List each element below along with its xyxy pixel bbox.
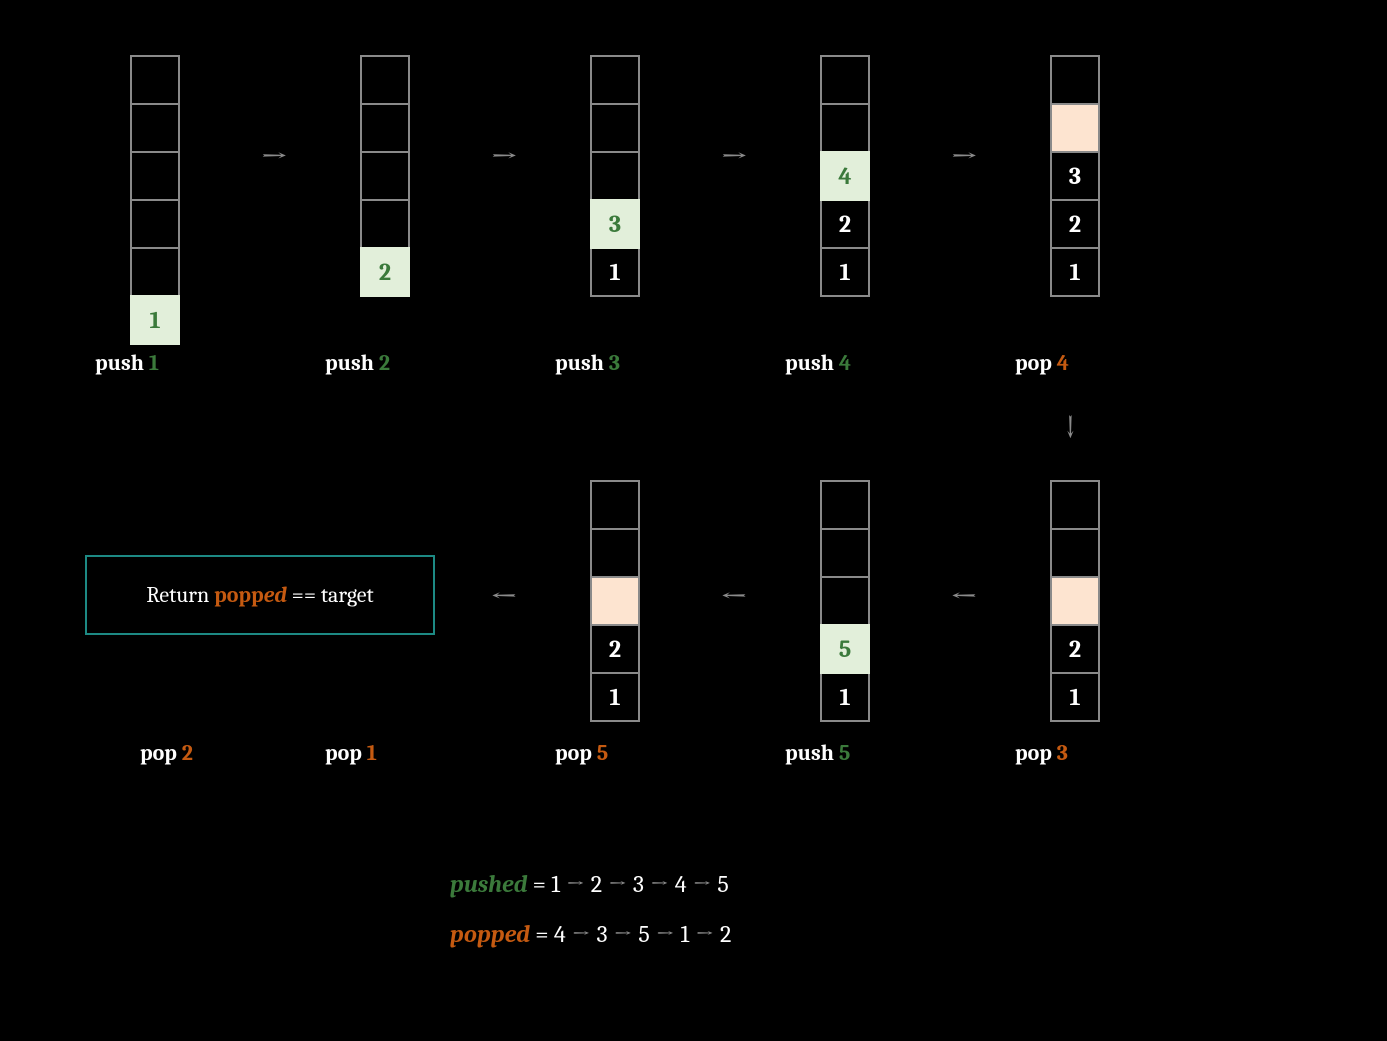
arrow-right-icon: →	[720, 140, 748, 176]
stack-cell	[590, 55, 640, 105]
arrow-left-icon: ←	[720, 580, 748, 616]
push-label: push 2	[325, 350, 390, 376]
pop-label: pop 4	[1015, 350, 1069, 376]
stack: 21	[1050, 480, 1100, 722]
stack: 321	[1050, 55, 1100, 297]
pop-label: pop 3	[1015, 740, 1068, 766]
stack-cell	[820, 103, 870, 153]
push-label: push 3	[555, 350, 620, 376]
stack-cell: 1	[590, 247, 640, 297]
stack-cell: 2	[820, 199, 870, 249]
arrow-right-icon: →	[260, 140, 288, 176]
stack: 21	[590, 480, 640, 722]
pop-label: pop 2	[140, 740, 193, 766]
stack-cell	[590, 480, 640, 530]
stack-cell: 3	[1050, 151, 1100, 201]
stack-cell: 2	[590, 624, 640, 674]
stack-cell	[1050, 576, 1100, 626]
stack-cell: 1	[1050, 247, 1100, 297]
push-item: 3	[590, 199, 640, 249]
push-label: push 4	[785, 350, 851, 376]
stack-cell	[130, 199, 180, 249]
stack: 21	[820, 480, 870, 722]
stack-cell	[130, 103, 180, 153]
stack-cell	[360, 55, 410, 105]
stack-cell	[820, 480, 870, 530]
stack-cell: 2	[1050, 624, 1100, 674]
stack-cell	[1050, 103, 1100, 153]
push-item: 5	[820, 624, 870, 674]
stack-cell	[130, 151, 180, 201]
push-item: 4	[820, 151, 870, 201]
pop-label: pop 1	[325, 740, 377, 766]
push-item: 2	[360, 247, 410, 297]
stack-cell	[1050, 480, 1100, 530]
stack-cell	[360, 103, 410, 153]
stack-cell	[590, 576, 640, 626]
stack-cell	[360, 199, 410, 249]
stack-cell	[820, 528, 870, 578]
stack-cell	[590, 103, 640, 153]
stack-cell	[820, 55, 870, 105]
stack-cell	[590, 151, 640, 201]
arrow-left-icon: ←	[950, 580, 978, 616]
stack-cell	[1050, 528, 1100, 578]
stack-cell: 1	[1050, 672, 1100, 722]
arrow-right-icon: →	[950, 140, 978, 176]
arrow-right-icon: →	[490, 140, 518, 176]
stack-cell	[130, 247, 180, 297]
stack-cell	[1050, 55, 1100, 105]
pop-label: pop 5	[555, 740, 608, 766]
summary-line: pushed = 1→2→3→4→5	[450, 870, 729, 898]
arrow-down-icon: ↓	[1065, 410, 1076, 446]
arrow-left-icon: ←	[490, 580, 518, 616]
stack-cell: 1	[820, 672, 870, 722]
stack-cell	[590, 528, 640, 578]
stack-cell: 2	[1050, 199, 1100, 249]
stack-cell: 1	[590, 672, 640, 722]
summary-line: popped = 4→3→5→1→2	[450, 920, 731, 948]
stack	[130, 55, 180, 297]
result-box: Return popped == target	[85, 555, 435, 635]
stack-cell: 1	[820, 247, 870, 297]
push-label: push 1	[95, 350, 159, 376]
stack: 21	[590, 55, 640, 297]
stack-cell	[820, 576, 870, 626]
push-item: 1	[130, 295, 180, 345]
stack-cell	[130, 55, 180, 105]
push-label: push 5	[785, 740, 850, 766]
stack-cell	[360, 151, 410, 201]
